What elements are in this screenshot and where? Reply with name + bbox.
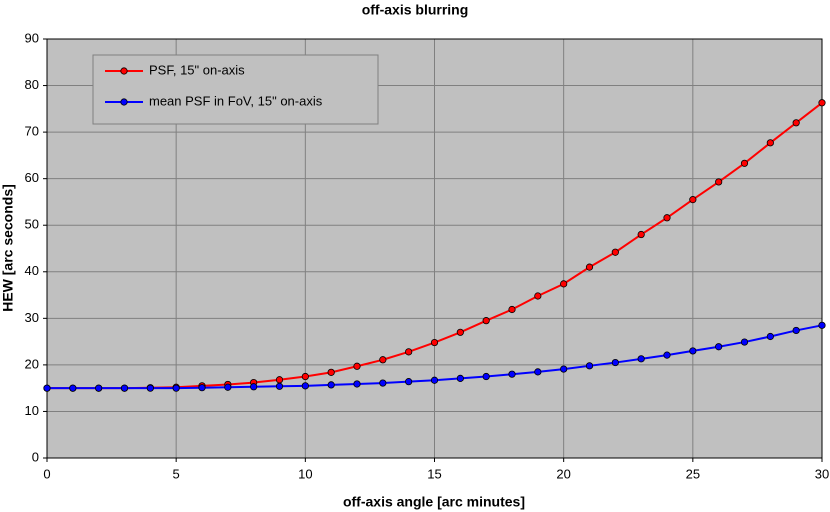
data-point [43, 384, 51, 392]
data-point [327, 381, 335, 389]
data-point [766, 139, 774, 147]
y-tick-label: 0 [32, 449, 39, 464]
x-tick-label: 15 [427, 466, 441, 481]
data-point [740, 338, 749, 346]
data-point [275, 382, 284, 390]
data-point [637, 355, 645, 363]
data-point [611, 358, 619, 367]
x-tick-label: 30 [815, 466, 829, 481]
data-point [327, 368, 335, 376]
data-point [560, 280, 568, 288]
data-point [224, 383, 232, 391]
data-point [611, 248, 619, 256]
data-point [508, 370, 516, 378]
data-point [198, 384, 206, 392]
data-point [534, 368, 542, 376]
data-point [172, 384, 180, 392]
data-point [353, 380, 361, 388]
data-point [715, 343, 723, 351]
legend-label: PSF, 15" on-axis [149, 62, 245, 77]
chart-title: off-axis blurring [362, 2, 469, 18]
data-point [120, 384, 129, 392]
data-point [250, 383, 258, 391]
data-point [456, 374, 464, 382]
data-point [379, 356, 387, 364]
data-point [405, 378, 413, 386]
x-axis-label: off-axis angle [arc minutes] [343, 494, 525, 510]
data-point [663, 351, 671, 359]
data-point [430, 338, 439, 347]
y-tick-label: 10 [25, 403, 39, 418]
data-point [146, 384, 154, 392]
legend-marker [120, 67, 128, 75]
data-point [379, 379, 387, 387]
y-tick-label: 30 [25, 310, 39, 325]
legend-label: mean PSF in FoV, 15" on-axis [149, 93, 323, 108]
x-tick-label: 10 [298, 466, 312, 481]
data-point [740, 159, 749, 167]
y-tick-label: 80 [25, 77, 39, 92]
data-point [301, 382, 309, 390]
data-point [301, 372, 309, 381]
data-point [689, 196, 697, 204]
data-point [275, 376, 284, 384]
data-point [95, 384, 103, 392]
data-point [560, 365, 568, 373]
data-point [766, 332, 774, 341]
data-point [405, 348, 413, 356]
data-point [689, 347, 697, 355]
data-point [663, 214, 671, 222]
data-point [456, 328, 464, 336]
data-point [585, 263, 594, 271]
x-tick-label: 0 [43, 466, 50, 481]
data-point [637, 230, 645, 239]
data-point [715, 178, 723, 186]
data-point [482, 372, 490, 381]
data-point [430, 376, 439, 384]
x-tick-label: 5 [173, 466, 180, 481]
data-point [482, 317, 490, 325]
data-point [69, 384, 77, 392]
x-tick-label: 25 [686, 466, 700, 481]
plot-border [46, 38, 823, 459]
y-tick-label: 70 [25, 124, 39, 139]
data-point [818, 321, 826, 329]
y-tick-label: 40 [25, 263, 39, 278]
legend-box [92, 54, 379, 125]
y-tick-label: 90 [25, 30, 39, 45]
y-tick-label: 60 [25, 170, 39, 185]
data-point [353, 362, 361, 370]
y-axis-label: HEW [arc seconds] [0, 184, 16, 312]
data-point [792, 119, 800, 127]
data-point [508, 305, 516, 314]
data-point [818, 99, 826, 107]
y-tick-label: 50 [25, 217, 39, 232]
y-tick-label: 20 [25, 356, 39, 371]
x-tick-label: 20 [556, 466, 570, 481]
data-point [534, 292, 542, 300]
data-point [792, 326, 800, 335]
legend-marker [120, 98, 128, 106]
data-point [585, 362, 594, 370]
